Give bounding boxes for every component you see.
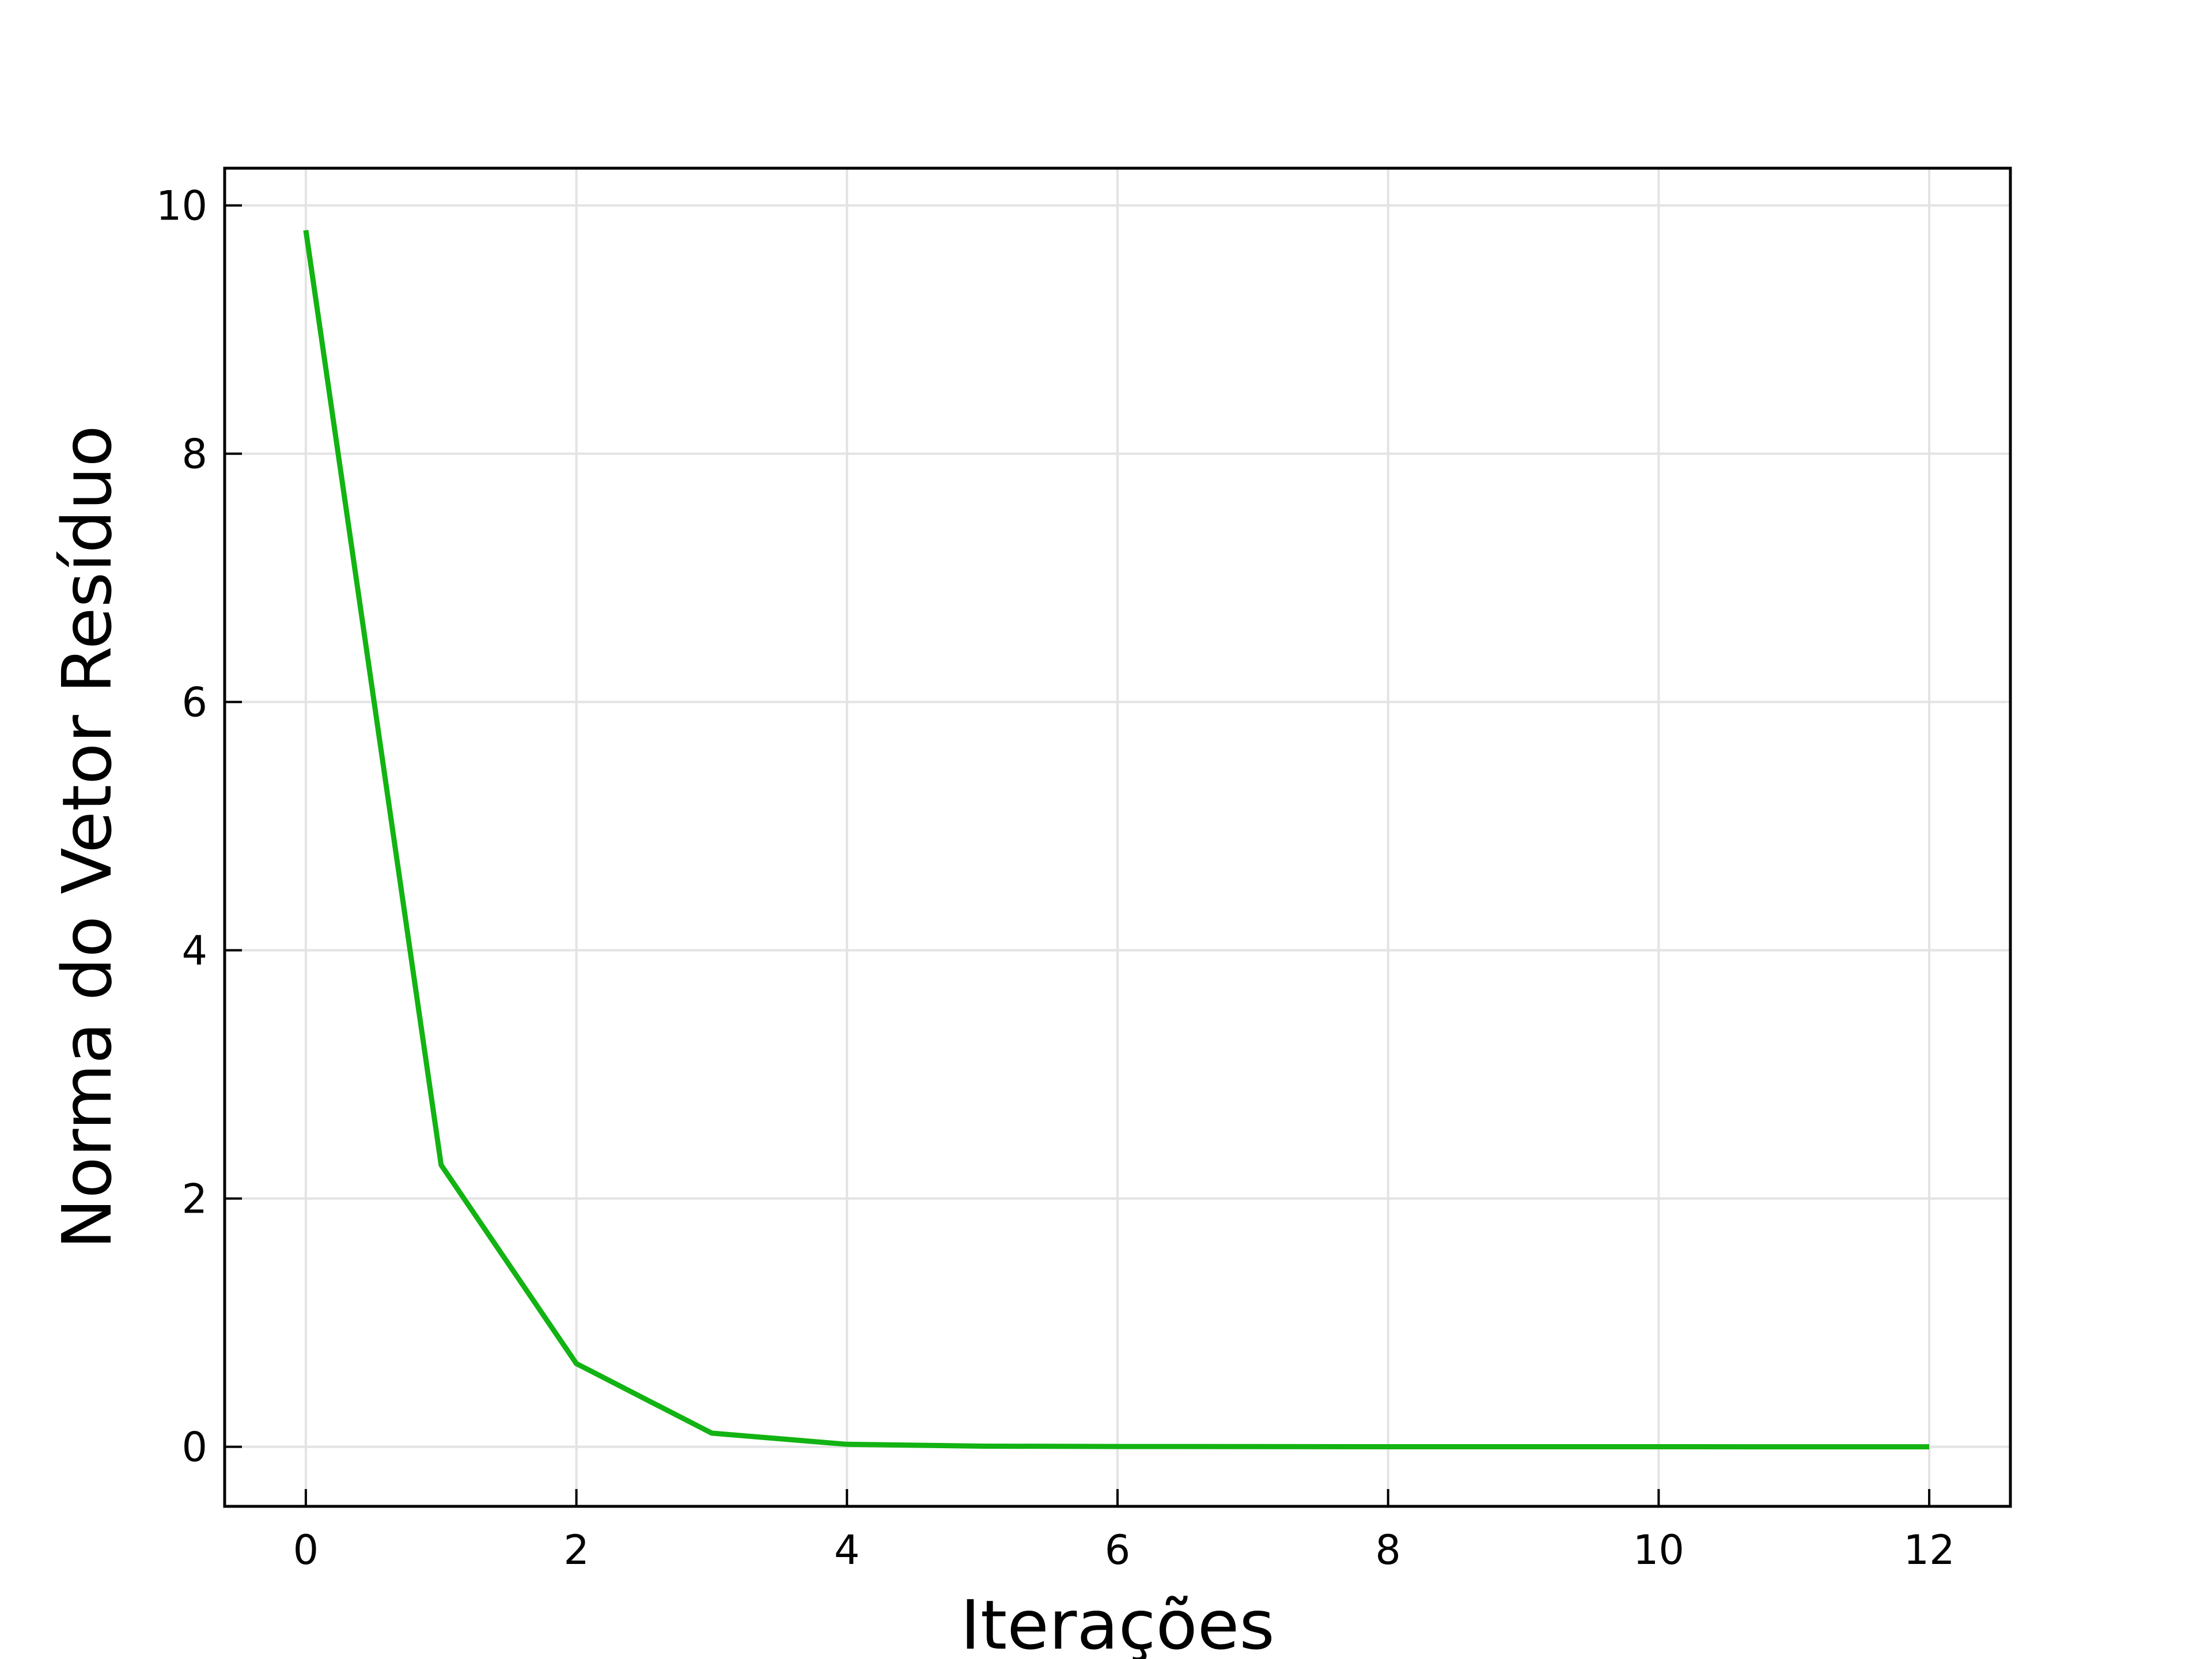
y-tick-label: 10	[156, 183, 207, 230]
y-axis-label: Norma do Vetor Resíduo	[47, 425, 127, 1249]
x-tick-label: 10	[1633, 1527, 1684, 1574]
ticks	[225, 204, 1931, 1506]
series-line	[303, 230, 1930, 1450]
x-tick-label: 0	[293, 1527, 319, 1574]
x-tick-label: 2	[563, 1527, 589, 1574]
tick-labels: 0 2 4 6 8 10 12 0 2 4 6 8 10	[156, 183, 1955, 1574]
y-tick-label: 6	[181, 679, 207, 726]
y-tick-label: 4	[181, 927, 207, 975]
y-tick-label: 0	[181, 1424, 207, 1471]
series-layer	[303, 230, 1930, 1450]
x-tick-label: 6	[1105, 1527, 1131, 1574]
y-tick-label: 2	[181, 1176, 207, 1223]
x-tick-label: 4	[834, 1527, 860, 1574]
x-tick-label: 8	[1375, 1527, 1401, 1574]
x-tick-label: 12	[1904, 1527, 1955, 1574]
y-tick-label: 8	[181, 431, 207, 478]
grid	[225, 168, 2010, 1506]
x-axis-label: Iterações	[960, 1585, 1275, 1659]
